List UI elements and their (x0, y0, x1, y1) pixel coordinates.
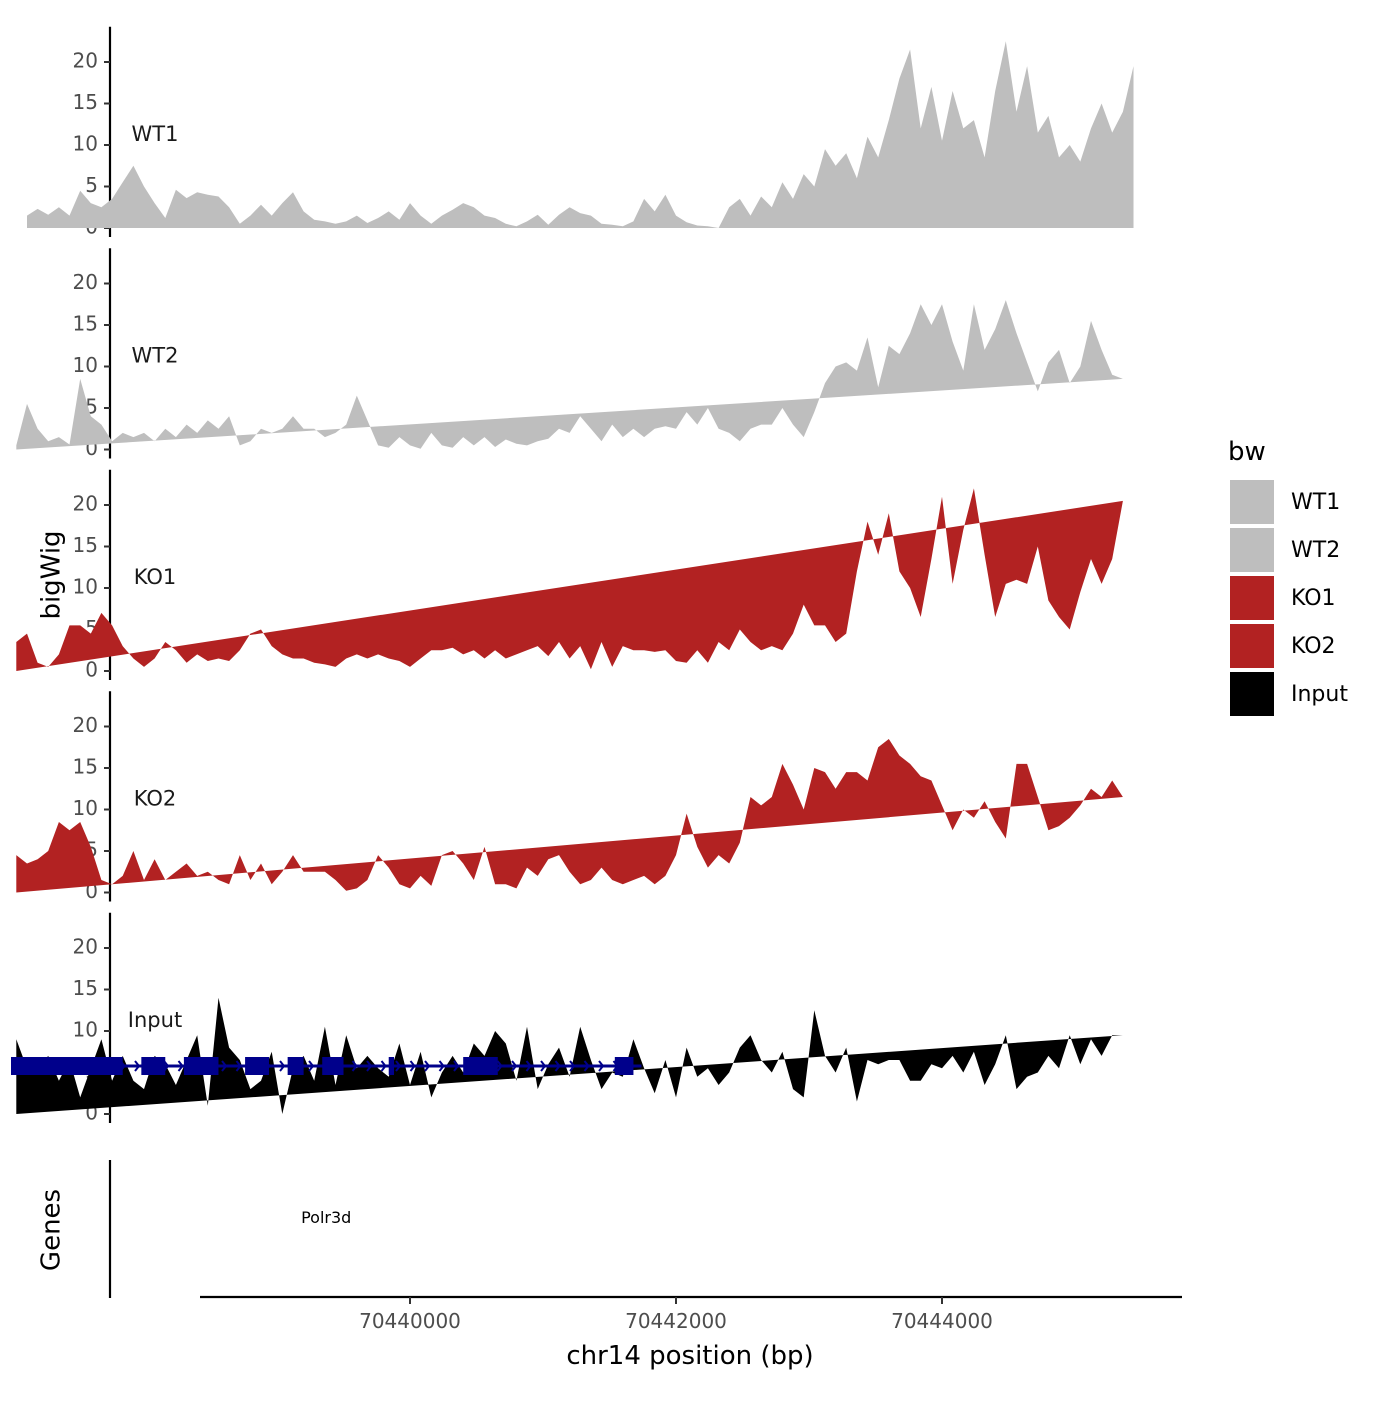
legend-key-ko2 (1230, 624, 1274, 668)
legend-label-wt2: WT2 (1291, 538, 1340, 563)
y-tick-label: 10 (73, 353, 98, 377)
gene-exon (322, 1057, 344, 1075)
gene-panel: Genes Polr3d (11, 1057, 642, 1298)
gene-exon (141, 1057, 166, 1075)
legend-label-ko2: KO2 (1291, 634, 1336, 659)
strand-arrow (424, 1060, 431, 1072)
gene-exon (287, 1057, 304, 1075)
strand-arrow (409, 1060, 416, 1072)
gene-exon (183, 1057, 219, 1075)
y-tick-label: 20 (73, 49, 98, 73)
gene-panel-title: Genes (37, 1189, 67, 1271)
legend: bw WT1 WT2 KO1 KO2 Input (1228, 437, 1348, 716)
strand-arrow (134, 1060, 141, 1072)
strand-arrow (351, 1060, 358, 1072)
gene-exon (245, 1057, 270, 1075)
strand-arrow (279, 1060, 286, 1072)
strand-arrow (583, 1060, 590, 1072)
strand-arrow (540, 1060, 547, 1072)
coverage-area-wt1 (27, 41, 1134, 229)
gene-polr3d: Polr3d (11, 1057, 642, 1227)
y-tick-label: 10 (73, 132, 98, 156)
x-tick-label: 70440000 (359, 1309, 461, 1333)
x-ticks: 70440000 70442000 70444000 (359, 1297, 993, 1333)
gene-exon (463, 1057, 498, 1075)
y-tick-label: 20 (73, 270, 98, 294)
legend-label-ko1: KO1 (1291, 586, 1336, 611)
legend-title: bw (1228, 437, 1266, 467)
strand-arrow (453, 1060, 460, 1072)
strand-arrow (221, 1060, 228, 1072)
y-tick-label: 15 (73, 312, 98, 336)
strand-arrow (380, 1060, 387, 1072)
strand-arrow (496, 1060, 503, 1072)
track-label: KO1 (134, 565, 177, 589)
track-input: 05101520Input (16, 912, 1123, 1125)
x-tick-label: 70444000 (891, 1309, 993, 1333)
y-axis-title: bigWig (37, 530, 67, 619)
track-label: Input (128, 1008, 182, 1032)
y-tick-label: 15 (73, 90, 98, 114)
legend-label-wt1: WT1 (1291, 490, 1340, 515)
legend-key-wt2 (1230, 528, 1274, 572)
coverage-area-input (16, 997, 1123, 1114)
track-label: WT2 (132, 344, 179, 368)
y-tick-label: 20 (73, 713, 98, 737)
strand-arrow (366, 1060, 373, 1072)
gene-name-label: Polr3d (301, 1208, 351, 1227)
y-tick-label: 15 (73, 976, 98, 1000)
gene-exon (614, 1057, 634, 1075)
track-wt1: 05101520WT1 (27, 26, 1134, 239)
strand-arrow (525, 1060, 532, 1072)
y-tick-label: 15 (73, 533, 98, 557)
coverage-area-ko2 (16, 739, 1123, 893)
strand-arrow (395, 1060, 402, 1072)
legend-key-ko1 (1230, 576, 1274, 620)
y-tick-label: 5 (85, 173, 98, 197)
strand-arrow (308, 1060, 315, 1072)
y-tick-label: 20 (73, 492, 98, 516)
x-tick-label: 70442000 (625, 1309, 727, 1333)
x-axis: 70440000 70442000 70444000 chr14 position … (200, 1295, 1182, 1371)
strand-arrow (438, 1060, 445, 1072)
strand-arrow (163, 1060, 170, 1072)
x-axis-title: chr14 position (bp) (566, 1341, 813, 1371)
strand-arrow (511, 1060, 518, 1072)
y-tick-label: 10 (73, 1018, 98, 1042)
y-tick-label: 0 (85, 658, 98, 682)
track-label: WT1 (132, 122, 179, 146)
legend-key-input (1230, 672, 1274, 716)
y-tick-label: 10 (73, 796, 98, 820)
strand-arrow (598, 1060, 605, 1072)
gene-exon (388, 1057, 395, 1075)
y-tick-label: 20 (73, 935, 98, 959)
strand-arrow (177, 1060, 184, 1072)
coverage-tracks: 05101520WT105101520WT205101520KO10510152… (16, 26, 1134, 1125)
strand-arrow (569, 1060, 576, 1072)
strand-arrow (554, 1060, 561, 1072)
coverage-area-ko1 (16, 488, 1123, 671)
y-tick-label: 10 (73, 575, 98, 599)
gene-exon (11, 1057, 123, 1075)
strand-arrow (235, 1060, 242, 1072)
gene-models: Polr3d (11, 1057, 642, 1227)
y-tick-label: 15 (73, 755, 98, 779)
legend-entries: WT1 WT2 KO1 KO2 Input (1230, 480, 1348, 716)
coverage-area-wt2 (16, 300, 1123, 450)
track-label: KO2 (134, 787, 177, 811)
legend-key-wt1 (1230, 480, 1274, 524)
legend-label-input: Input (1291, 682, 1348, 707)
